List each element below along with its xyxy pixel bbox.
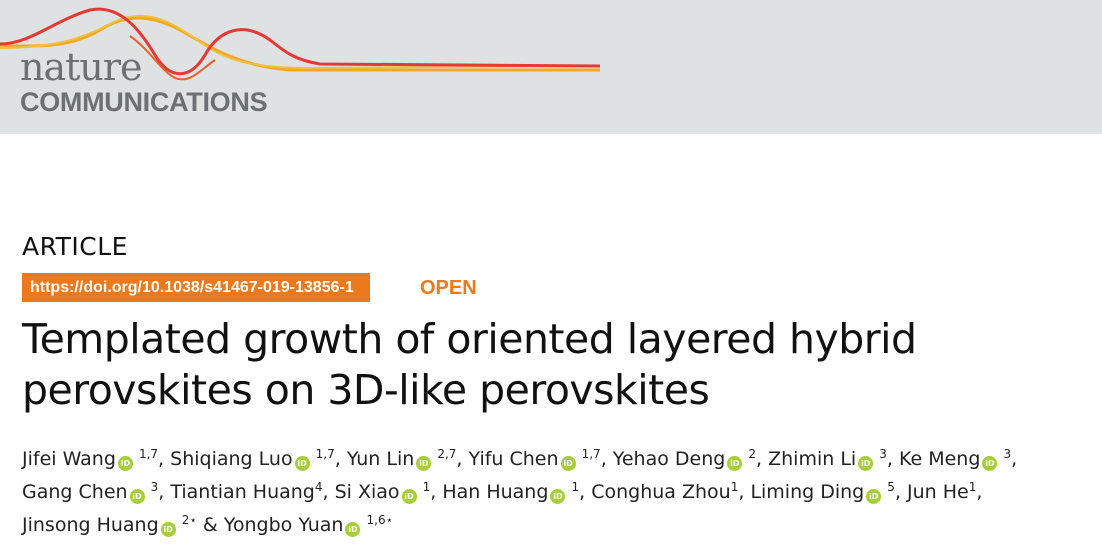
author-affiliation: 4 bbox=[314, 480, 323, 494]
author-name[interactable]: Zhimin Li bbox=[768, 448, 857, 470]
orcid-icon[interactable]: iD bbox=[401, 489, 417, 504]
author-separator: , bbox=[976, 481, 983, 503]
journal-logo-nature: nature bbox=[20, 45, 143, 89]
author-affiliation: 1,7 bbox=[315, 447, 335, 461]
author-affiliation: 1 bbox=[968, 480, 977, 494]
author-name[interactable]: Jifei Wang bbox=[22, 448, 116, 470]
author-name[interactable]: Yongbo Yuan bbox=[223, 514, 344, 536]
author-separator: , bbox=[158, 481, 171, 503]
author-affiliation: 1,6⋆ bbox=[366, 513, 394, 527]
author-separator: , bbox=[334, 448, 347, 470]
orcid-icon[interactable]: iD bbox=[560, 456, 576, 471]
orcid-icon[interactable]: iD bbox=[294, 456, 310, 471]
author-separator: , bbox=[430, 481, 443, 503]
orcid-icon[interactable]: iD bbox=[858, 456, 874, 471]
doi-link[interactable]: https://doi.org/10.1038/s41467-019-13856… bbox=[22, 273, 370, 302]
orcid-icon[interactable]: iD bbox=[982, 456, 998, 471]
author-affiliation: 1 bbox=[571, 480, 580, 494]
author-separator: , bbox=[322, 481, 335, 503]
journal-logo-communications: COMMUNICATIONS bbox=[20, 87, 268, 117]
author-name[interactable]: Si Xiao bbox=[334, 481, 400, 503]
author-affiliation: 2,7 bbox=[437, 447, 457, 461]
author-affiliation: 3 bbox=[150, 480, 159, 494]
orcid-icon[interactable]: iD bbox=[866, 489, 882, 504]
author-affiliation: 2 bbox=[748, 447, 757, 461]
orcid-icon[interactable]: iD bbox=[345, 522, 361, 537]
author-affiliation: 1 bbox=[422, 480, 431, 494]
author-name[interactable]: Yifu Chen bbox=[468, 448, 559, 470]
author-affiliation: 5 bbox=[887, 480, 895, 494]
author-affiliation: 3 bbox=[879, 447, 887, 461]
author-affiliation: 1 bbox=[730, 480, 739, 494]
author-name[interactable]: Jinsong Huang bbox=[22, 514, 159, 536]
article-title: Templated growth of oriented layered hyb… bbox=[22, 314, 1092, 416]
author-separator: , bbox=[158, 448, 171, 470]
author-name[interactable]: Tiantian Huang bbox=[170, 481, 315, 503]
journal-logo-waves bbox=[0, 7, 601, 81]
author-separator: & bbox=[196, 514, 224, 536]
author-name[interactable]: Yun Lin bbox=[346, 448, 415, 470]
orcid-icon[interactable]: iD bbox=[727, 456, 743, 471]
article-title-line-1: Templated growth of oriented layered hyb… bbox=[22, 315, 917, 363]
author-affiliation: 2⋆ bbox=[181, 513, 197, 527]
author-name[interactable]: Ke Meng bbox=[898, 448, 981, 470]
author-name[interactable]: Conghua Zhou bbox=[591, 481, 731, 503]
orcid-icon[interactable]: iD bbox=[550, 489, 566, 504]
author-name[interactable]: Jun He bbox=[907, 481, 969, 503]
author-name[interactable]: Shiqiang Luo bbox=[170, 448, 293, 470]
author-separator: , bbox=[886, 448, 899, 470]
open-access-label: OPEN bbox=[420, 277, 477, 299]
author-separator: , bbox=[579, 481, 592, 503]
author-name[interactable]: Yehao Deng bbox=[612, 448, 726, 470]
orcid-icon[interactable]: iD bbox=[117, 456, 133, 471]
author-name[interactable]: Liming Ding bbox=[750, 481, 865, 503]
article-title-line-2: perovskites on 3D-like perovskites bbox=[22, 366, 710, 414]
author-affiliation: 1,7 bbox=[138, 447, 159, 461]
journal-banner: nature COMMUNICATIONS bbox=[0, 0, 1102, 134]
author-name[interactable]: Gang Chen bbox=[22, 481, 128, 503]
author-affiliation: 3 bbox=[1003, 447, 1012, 461]
orcid-icon[interactable]: iD bbox=[160, 522, 176, 537]
author-separator: , bbox=[600, 448, 613, 470]
author-name[interactable]: Han Huang bbox=[442, 481, 549, 503]
article-type: ARTICLE bbox=[22, 232, 128, 261]
author-list: Jifei Wang iD 1,7, Shiqiang Luo iD 1,7, Yu… bbox=[22, 443, 1100, 542]
author-separator: , bbox=[738, 481, 751, 503]
author-separator: , bbox=[756, 448, 769, 470]
author-separator: , bbox=[894, 481, 908, 503]
author-separator: , bbox=[1011, 448, 1018, 470]
orcid-icon[interactable]: iD bbox=[129, 489, 145, 504]
author-separator: , bbox=[456, 448, 469, 470]
orcid-icon[interactable]: iD bbox=[416, 456, 432, 471]
author-affiliation: 1,7 bbox=[581, 447, 601, 461]
